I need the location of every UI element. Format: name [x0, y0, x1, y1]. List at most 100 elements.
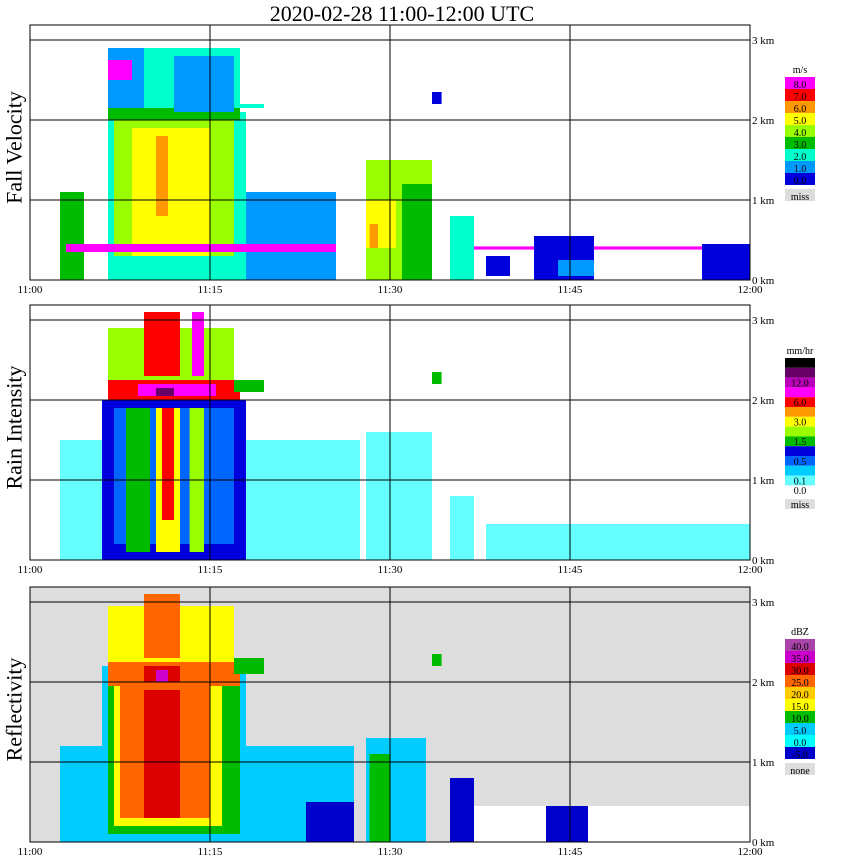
- echo-cell: [162, 408, 174, 520]
- colorbar-label: 6.0: [794, 104, 807, 115]
- colorbar-label: 4.0: [794, 128, 807, 139]
- echo-cell: [108, 60, 132, 80]
- colorbar-swatch: [785, 397, 815, 407]
- colorbar-swatch: [785, 723, 815, 735]
- colorbar-swatch: [785, 77, 815, 89]
- x-tick-label: 11:30: [378, 284, 403, 296]
- echo-cell: [369, 754, 390, 842]
- plot-frame: [29, 24, 751, 281]
- colorbar-label: 35.0: [791, 654, 809, 665]
- colorbar-label: miss: [791, 192, 809, 203]
- echo-cell: [306, 802, 354, 842]
- colorbar-label: 0.0: [794, 738, 807, 749]
- echo-cell: [558, 260, 594, 276]
- colorbar-unit: m/s: [793, 65, 808, 76]
- colorbar-swatch: [785, 358, 815, 368]
- y-tick-label: 0 km: [752, 837, 775, 849]
- echo-cell: [450, 216, 474, 280]
- echo-cell: [402, 184, 432, 280]
- x-tick-label: 11:30: [378, 564, 403, 576]
- y-tick-label: 0 km: [752, 555, 775, 567]
- colorbar-swatch: [785, 436, 815, 447]
- x-tick-label: 11:00: [18, 564, 43, 576]
- x-tick-label: 11:45: [558, 284, 583, 296]
- echo-cell: [192, 312, 204, 376]
- y-tick-label: 2 km: [752, 395, 775, 407]
- y-tick-label: 2 km: [752, 115, 775, 127]
- colorbar-label: 1.0: [794, 164, 807, 175]
- colorbar-label: 5.0: [794, 726, 807, 737]
- colorbar-label: 5.0: [794, 116, 807, 127]
- plot-frame: [29, 586, 751, 843]
- echo-cell: [366, 432, 432, 560]
- colorbar-label: 0.0: [794, 486, 807, 497]
- colorbar-swatch: [785, 367, 815, 378]
- y-axis-label: Rain Intensity: [2, 365, 27, 489]
- panel-rain-intensity: 0 km 1 km 2 km 3 km 11:00 11:15 11:30 11:45 12:0…: [2, 304, 815, 576]
- colorbar-label: miss: [791, 500, 809, 511]
- echo-cell: [138, 384, 216, 396]
- colorbar-swatch: [785, 407, 815, 417]
- colorbar-label: 0.5: [794, 457, 807, 468]
- colorbar-swatch: [785, 125, 815, 137]
- colorbar-label: 6.0: [794, 398, 807, 409]
- colorbar-swatch: [785, 377, 815, 388]
- echo-cell: [546, 806, 588, 842]
- echo-cell: [144, 690, 180, 818]
- x-tick-label: 11:45: [558, 846, 583, 858]
- panel-fall-velocity: 0 km 1 km 2 km 3 km 11:00 11:15 11:30 11:45 12:0…: [2, 24, 815, 296]
- y-tick-label: 3 km: [752, 597, 775, 609]
- echo-cell: [486, 256, 510, 276]
- plot-frame: [29, 304, 751, 561]
- x-tick-label: 11:15: [198, 284, 223, 296]
- echo-cell: [234, 380, 264, 392]
- y-axis-label: Fall Velocity: [2, 91, 27, 204]
- colorbar-swatch: [785, 475, 815, 486]
- echo-cell: [156, 670, 168, 682]
- colorbar-swatch: [785, 663, 815, 675]
- colorbar-swatch: [785, 639, 815, 651]
- y-tick-label: 1 km: [752, 475, 775, 487]
- y-tick-label: 1 km: [752, 757, 775, 769]
- echo-cell: [450, 778, 474, 842]
- y-tick-label: 3 km: [752, 35, 775, 47]
- echo-cell: [474, 806, 750, 842]
- colorbar-label: 30.0: [791, 666, 809, 677]
- y-axis-label: Reflectivity: [2, 658, 27, 762]
- colorbar-swatch: [785, 426, 815, 437]
- colorbar-swatch: [785, 465, 815, 476]
- echo-cell: [432, 92, 442, 104]
- colorbar-swatch: [785, 89, 815, 101]
- colorbar-label: 8.0: [794, 80, 807, 91]
- colorbar-label: 40.0: [791, 642, 809, 653]
- colorbar-swatch: [785, 416, 815, 427]
- colorbar-label: -5.0: [792, 750, 808, 761]
- panel-reflectivity: 0 km 1 km 2 km 3 km 11:00 11:15 11:30 11:45 12:0…: [2, 586, 815, 858]
- x-tick-label: 11:45: [558, 564, 583, 576]
- y-tick-label: 3 km: [752, 315, 775, 327]
- colorbar-swatch: [785, 499, 815, 509]
- colorbar-swatch: [785, 456, 815, 466]
- echo-cell: [60, 192, 84, 280]
- y-tick-label: 0 km: [752, 275, 775, 287]
- echo-cell: [234, 658, 264, 674]
- echo-cell: [144, 312, 180, 376]
- colorbar-swatch: [785, 735, 815, 747]
- echo-cell: [246, 192, 336, 280]
- colorbar-label: none: [790, 766, 810, 777]
- colorbar-label: 7.0: [794, 92, 807, 103]
- colorbar-swatch: [785, 651, 815, 663]
- colorbar-swatch: [785, 763, 815, 775]
- echo-cell: [369, 224, 378, 248]
- colorbar-swatch: [785, 161, 815, 173]
- colorbar-swatch: [785, 687, 815, 699]
- colorbar-label: 20.0: [791, 690, 809, 701]
- x-tick-label: 12:00: [737, 846, 763, 858]
- echo-cell: [450, 496, 474, 560]
- colorbar-unit: dBZ: [791, 627, 809, 638]
- colorbar-swatch: [785, 675, 815, 687]
- colorbar-swatch: [785, 747, 815, 759]
- colorbar-label: 15.0: [791, 702, 809, 713]
- echo-cell: [156, 388, 174, 396]
- x-tick-label: 11:15: [198, 564, 223, 576]
